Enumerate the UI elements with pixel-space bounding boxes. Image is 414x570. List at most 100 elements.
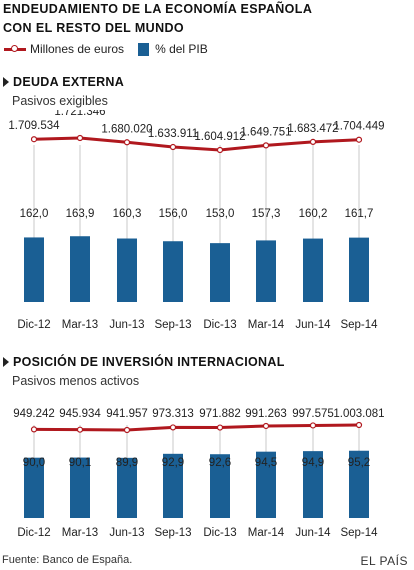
line-value-label: 1.633.911: [148, 128, 198, 140]
bar: [256, 240, 276, 302]
bar: [303, 451, 323, 518]
bar: [24, 457, 44, 518]
panel-1-subtitle: Pasivos exigibles: [12, 94, 108, 108]
legend-bar-label: % del PIB: [155, 42, 208, 56]
bar-value-label: 162,0: [20, 208, 49, 220]
legend-bar-swatch: [138, 42, 150, 56]
bar-value-label: 92,6: [209, 457, 231, 469]
line-value-label: 1.683.472: [287, 123, 338, 135]
bar: [349, 450, 369, 518]
bar-value-label: 90,0: [23, 457, 45, 469]
chart-title: ENDEUDAMIENTO DE LA ECONOMÍA ESPAÑOLA CO…: [3, 0, 312, 38]
chart-title-line-2: CON EL RESTO DEL MUNDO: [3, 21, 185, 35]
line-point: [355, 421, 363, 429]
line-point: [30, 136, 38, 143]
line-value-label: 973.313: [152, 408, 194, 420]
category-tick-label: Jun-13: [109, 319, 144, 331]
panel-2-title-text: POSICIÓN DE INVERSIÓN INTERNACIONAL: [13, 355, 285, 369]
line-point: [76, 134, 84, 142]
line-value-label: 941.957: [106, 408, 148, 420]
line-point: [309, 138, 317, 146]
category-tick-label: Dic-12: [17, 319, 50, 331]
panel-2-title: POSICIÓN DE INVERSIÓN INTERNACIONAL: [3, 355, 285, 369]
category-tick-label: Sep-13: [154, 319, 191, 331]
line-value-label: 991.263: [245, 408, 287, 420]
line-point: [123, 426, 131, 434]
line-point: [355, 136, 363, 143]
bar-value-label: 153,0: [206, 208, 235, 220]
bar: [303, 238, 323, 302]
bar-value-label: 161,7: [345, 208, 374, 220]
bar: [70, 457, 90, 518]
posicion-inversion-chart: 90,0 90,1 89,9 92,9 92,6 94,5 94,9 95,2 949.242 9…: [13, 408, 384, 539]
line-value-label: 971.882: [199, 408, 241, 420]
category-tick-label: Sep-13: [154, 527, 191, 539]
category-tick-label: Jun-13: [109, 527, 144, 539]
legend-line-swatch: [4, 44, 26, 52]
bar: [70, 236, 90, 302]
line-value-label: 1.709.534: [8, 120, 60, 132]
deuda-externa-chart: 162,0 163,9 160,3 156,0 153,0 157,3 160,2 161,7…: [8, 110, 384, 331]
line-point: [30, 426, 38, 433]
line-point: [216, 146, 224, 154]
bar: [210, 454, 230, 518]
category-tick-label: Dic-13: [203, 527, 236, 539]
series-line: [33, 423, 360, 432]
line-value-label: 1.604.912: [194, 131, 245, 143]
brand-label: EL PAÍS: [360, 554, 408, 568]
panel-1-title: DEUDA EXTERNA: [3, 75, 124, 89]
bar: [117, 238, 137, 302]
bar-value-label: 163,9: [66, 208, 95, 220]
triangle-icon: [3, 77, 9, 87]
bar: [210, 243, 230, 302]
category-tick-label: Mar-14: [248, 527, 285, 539]
line-point: [262, 422, 270, 430]
line-value-label: 1.721.346: [54, 110, 105, 118]
category-tick-label: Dic-13: [203, 319, 236, 331]
bar: [24, 237, 44, 302]
line-point: [309, 422, 317, 429]
category-tick-label: Dic-12: [17, 527, 50, 539]
bar-value-label: 156,0: [159, 208, 188, 220]
panel-1-title-text: DEUDA EXTERNA: [13, 75, 125, 89]
line-value-label: 1.680.020: [101, 123, 152, 135]
legend: Millones de euros % del PIB: [4, 40, 208, 58]
bar-value-label: 160,2: [299, 208, 328, 220]
line-point: [169, 424, 177, 431]
bar-value-label: 160,3: [113, 208, 142, 220]
line-value-label: 1.704.449: [333, 121, 384, 133]
legend-line-label: Millones de euros: [30, 42, 125, 56]
bar-value-label: 89,9: [116, 457, 138, 469]
line-value-label: 945.934: [59, 408, 101, 420]
category-tick-label: Mar-14: [248, 319, 285, 331]
bar-value-label: 94,9: [302, 457, 324, 469]
category-tick-label: Mar-13: [62, 319, 98, 331]
line-value-label: 949.242: [13, 408, 55, 420]
chart-title-line-1: ENDEUDAMIENTO DE LA ECONOMÍA ESPAÑOLA: [3, 2, 313, 16]
bar: [256, 451, 276, 518]
bar: [117, 457, 137, 518]
bar: [349, 237, 369, 302]
bar-value-label: 94,5: [255, 457, 277, 469]
bar-value-label: 90,1: [69, 457, 91, 469]
bar: [163, 241, 183, 302]
line-point: [123, 139, 131, 146]
line-value-label: 1.649.751: [240, 126, 291, 138]
bar-value-label: 95,2: [348, 457, 370, 469]
line-point: [169, 143, 177, 151]
source-note: Fuente: Banco de España.: [2, 554, 133, 566]
bar-value-label: 157,3: [252, 208, 281, 220]
line-point: [216, 424, 224, 431]
category-tick-label: Sep-14: [340, 527, 378, 539]
triangle-icon: [3, 357, 9, 367]
line-point: [76, 426, 84, 433]
category-tick-label: Mar-13: [62, 527, 98, 539]
series-line: [33, 136, 360, 152]
category-tick-label: Sep-14: [340, 319, 378, 331]
category-tick-label: Jun-14: [295, 527, 331, 539]
line-point: [262, 142, 270, 149]
bar: [163, 453, 183, 518]
panel-2-subtitle: Pasivos menos activos: [12, 374, 140, 388]
line-value-label: 1.003.081: [333, 408, 384, 420]
line-value-label: 997.575: [292, 408, 334, 420]
